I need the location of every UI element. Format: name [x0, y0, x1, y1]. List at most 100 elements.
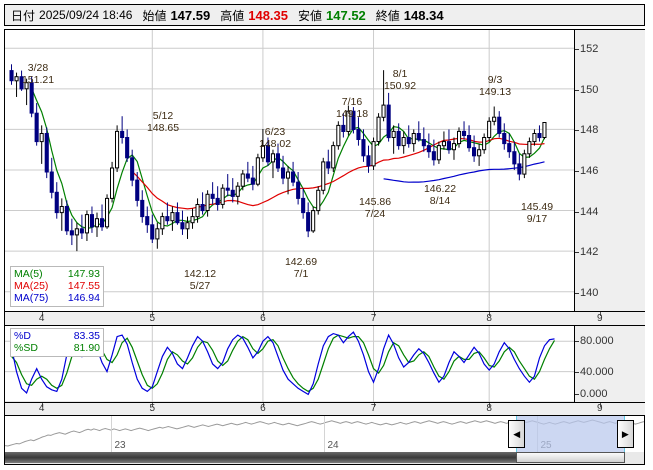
- stochastic-d-line: [10, 331, 555, 396]
- horizontal-scrollbar[interactable]: [4, 452, 645, 465]
- candle-body: [441, 141, 446, 147]
- candle-body: [64, 206, 69, 232]
- candle-body: [59, 206, 64, 214]
- annotation-peak-8-1: 8/1 150.92: [384, 68, 416, 92]
- datetime-value: 2025/09/24 18:46: [39, 8, 133, 22]
- candle-body: [457, 130, 462, 145]
- candle-body: [140, 199, 145, 218]
- candle-body: [386, 104, 391, 139]
- price-tick-mark: [575, 252, 579, 254]
- candle-body: [39, 133, 44, 143]
- candle-body: [225, 187, 230, 191]
- candle-body: [115, 130, 120, 169]
- candle-body: [341, 124, 346, 133]
- candle-body: [54, 191, 59, 214]
- candle-body: [24, 82, 29, 90]
- x-tick-label-8: 8: [486, 313, 492, 324]
- scrollbar-thumb[interactable]: [516, 452, 625, 463]
- x-tick-mark: [262, 312, 264, 316]
- candle-body: [477, 149, 482, 157]
- annotation-line-2: 5/27: [189, 279, 211, 292]
- quote-header-bar: 日付 2025/09/24 18:46 始値 147.59 高値 148.35 …: [4, 4, 645, 26]
- navigator-right-handle[interactable]: ▶: [616, 420, 634, 448]
- candle-body: [542, 122, 547, 138]
- candle-body: [100, 218, 105, 228]
- candle-body: [376, 116, 381, 142]
- price-tick-label-142: 142: [580, 246, 599, 259]
- candle-body: [351, 110, 356, 130]
- scrollbar-track-fill: [5, 452, 517, 463]
- candle-body: [411, 133, 416, 145]
- candle-body: [391, 130, 396, 139]
- close-value: 148.34: [403, 7, 444, 23]
- candle-body: [190, 216, 195, 224]
- candle-body: [421, 139, 426, 147]
- ma-legend-row: MA(25) 147.55: [14, 280, 100, 292]
- annotation-line-2: 149.18: [335, 107, 369, 120]
- low-label: 安値: [298, 8, 323, 23]
- x-tick-label-5: 5: [149, 403, 156, 414]
- range-navigator-pane[interactable]: 232425 ◀ ▶: [4, 416, 645, 452]
- annotation-line-2: 8/14: [429, 194, 451, 207]
- osc-legend-name: %D: [14, 330, 31, 342]
- x-tick-mark: [41, 312, 43, 316]
- annotation-peak-7-16: 7/16 149.18: [335, 96, 369, 120]
- x-tick-label-9: 9: [597, 313, 603, 324]
- annotation-peak-6-23: 6/23 148.02: [259, 126, 291, 150]
- candle-body: [472, 147, 477, 157]
- annotation-line-1: 142.12: [183, 268, 217, 280]
- annotation-line-1: 3/28: [27, 62, 49, 74]
- x-tick-mark: [262, 403, 264, 407]
- candle-body: [416, 133, 421, 141]
- candle-body: [29, 82, 34, 114]
- annotation-line-1: 5/12: [152, 110, 174, 122]
- annotation-peak-3-28: 3/28 151.21: [21, 62, 55, 86]
- annotation-line-1: 6/23: [264, 126, 286, 138]
- x-tick-label-7: 7: [370, 313, 377, 324]
- high-label: 高値: [220, 8, 245, 23]
- candlestick-chart-pane[interactable]: [4, 29, 574, 311]
- navigator-selection-region[interactable]: [516, 416, 625, 452]
- candle-body: [492, 116, 497, 122]
- annotation-line-1: 142.69: [284, 256, 318, 268]
- x-tick-label-5: 5: [149, 313, 156, 324]
- x-tick-label-4: 4: [38, 313, 45, 324]
- candle-body: [69, 230, 74, 236]
- price-tick-mark: [575, 130, 579, 132]
- candle-body: [462, 130, 467, 137]
- candle-body: [185, 222, 190, 230]
- candle-body: [94, 218, 100, 228]
- candle-body: [130, 157, 135, 181]
- candle-body: [200, 204, 205, 212]
- annotation-line-1: 146.22: [423, 183, 457, 195]
- x-tick-label-6: 6: [260, 403, 266, 414]
- price-axis: 152 150 148 146 144 142 140: [574, 29, 645, 311]
- candle-body: [9, 70, 14, 82]
- annotation-low-7-1: 142.69 7/1: [284, 256, 318, 280]
- osc-tick-mark: [575, 394, 579, 395]
- navigator-left-handle[interactable]: ◀: [508, 420, 526, 448]
- oscillator-axis: 80.000 40.000 0.000: [574, 326, 645, 402]
- candle-body: [135, 179, 140, 201]
- candle-body: [316, 189, 321, 212]
- candle-body: [401, 137, 406, 147]
- candle-body: [74, 228, 79, 236]
- navigator-left-handle-glyph: ◀: [513, 428, 521, 439]
- high-value: 148.35: [248, 7, 288, 23]
- annotation-low-8-14: 146.22 8/14: [423, 183, 457, 207]
- x-tick-label-8: 8: [486, 403, 492, 414]
- ma-legend-row: MA(5) 147.93: [14, 268, 100, 280]
- candle-body: [281, 167, 286, 179]
- annotation-line-2: 7/24: [364, 207, 386, 220]
- ma-legend-row: MA(75) 146.94: [14, 292, 100, 304]
- candle-body: [49, 171, 54, 193]
- annotation-line-2: 151.21: [21, 73, 55, 86]
- candle-body: [306, 212, 311, 232]
- candle-body: [291, 171, 296, 183]
- candle-body: [361, 139, 366, 157]
- open-value: 147.59: [170, 7, 211, 23]
- candle-body: [120, 130, 125, 139]
- candle-body: [110, 167, 115, 199]
- candle-body: [84, 214, 90, 234]
- candle-body: [336, 124, 341, 147]
